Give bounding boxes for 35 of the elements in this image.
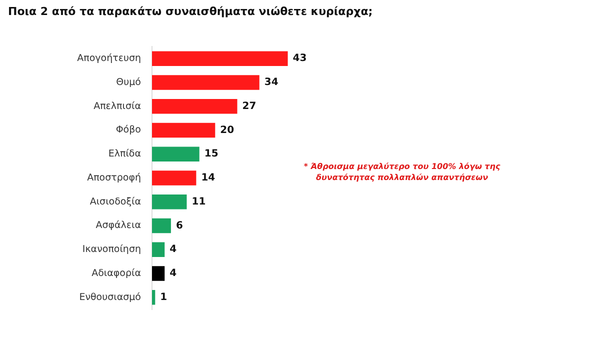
y-tick-label: Φόβο: [116, 124, 142, 136]
y-tick-label: Ικανοποίηση: [82, 244, 141, 256]
data-label: 43: [292, 53, 307, 64]
data-label: 14: [201, 172, 216, 184]
data-label: 11: [192, 196, 206, 208]
bar: [152, 266, 165, 281]
data-label: 4: [170, 244, 177, 256]
y-tick-label: Ελπίδα: [108, 148, 141, 160]
y-tick-label: Απελπισία: [94, 100, 141, 112]
bar: [152, 170, 196, 186]
y-tick-label: Ασφάλεια: [96, 220, 141, 232]
data-label: 27: [242, 100, 256, 112]
data-label: 34: [264, 77, 278, 88]
bar: [152, 75, 260, 90]
bar: [152, 122, 216, 138]
chart-title: Ποια 2 από τα παρακάτω συναισθήματα νιώθετε κυρίαρχα;: [8, 5, 373, 18]
y-tick-label: Απογοήτευση: [77, 53, 141, 64]
bar: [152, 242, 165, 258]
bar: [152, 218, 171, 234]
data-label: 20: [220, 124, 234, 136]
data-label: 1: [160, 292, 168, 303]
data-label: 6: [176, 220, 183, 232]
y-tick-label: Αποστροφή: [87, 172, 141, 184]
y-tick-label: Θυμό: [116, 76, 142, 88]
bar: [152, 98, 238, 114]
bar: [152, 51, 288, 66]
data-label: 15: [204, 148, 218, 160]
bar: [152, 146, 200, 162]
bar: [152, 194, 187, 210]
y-tick-label: Αδιαφορία: [92, 268, 141, 279]
data-label: 4: [170, 268, 177, 280]
y-tick-label: Ενθουσιασμό: [79, 292, 142, 303]
text: * Άθροισμα μεγαλύτερο του 100% λόγω της δυνατότητας πολλαπλών απαντήσεων: [302, 161, 502, 183]
bar: [152, 290, 156, 305]
y-tick-label: Αισιοδοξία: [90, 196, 141, 208]
